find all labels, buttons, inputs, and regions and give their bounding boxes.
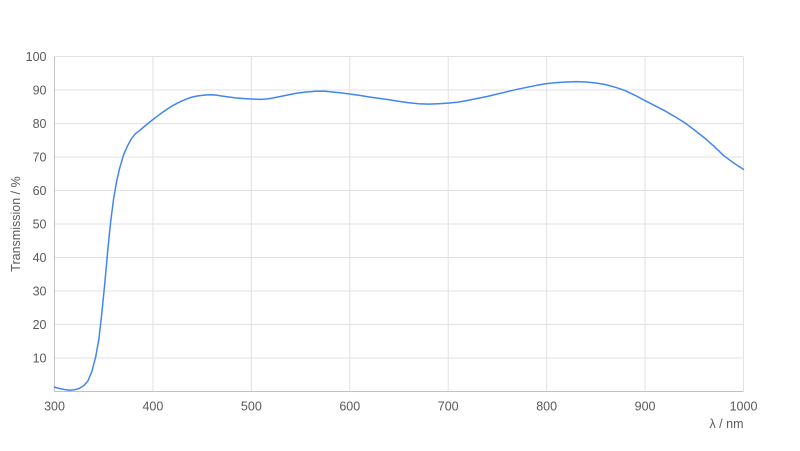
y-tick-label: 100 xyxy=(26,50,47,64)
y-tick-label: 10 xyxy=(33,352,47,366)
x-tick-label: 1000 xyxy=(730,400,758,414)
y-tick-label: 30 xyxy=(33,285,47,299)
y-tick-label: 20 xyxy=(33,318,47,332)
grid-layer xyxy=(54,56,744,392)
y-tick-label: 90 xyxy=(33,84,47,98)
x-tick-label: 300 xyxy=(44,400,65,414)
y-axis-title: Transmission / % xyxy=(9,176,23,271)
tick-layer: 10 20 30 40 50 60 70 80 90 100 300 400 500 600 700 800 9… xyxy=(26,50,758,414)
x-tick-label: 800 xyxy=(536,400,557,414)
x-axis-title: λ / nm xyxy=(709,417,743,431)
x-tick-label: 700 xyxy=(438,400,459,414)
x-tick-label: 900 xyxy=(635,400,656,414)
x-tick-label: 600 xyxy=(339,400,360,414)
y-tick-label: 80 xyxy=(33,117,47,131)
y-tick-label: 70 xyxy=(33,151,47,165)
x-tick-label: 500 xyxy=(241,400,262,414)
y-tick-label: 40 xyxy=(33,251,47,265)
transmission-curve xyxy=(53,80,745,391)
y-tick-label: 50 xyxy=(33,218,47,232)
curve-layer xyxy=(53,80,745,391)
y-tick-label: 60 xyxy=(33,184,47,198)
x-tick-label: 400 xyxy=(142,400,163,414)
